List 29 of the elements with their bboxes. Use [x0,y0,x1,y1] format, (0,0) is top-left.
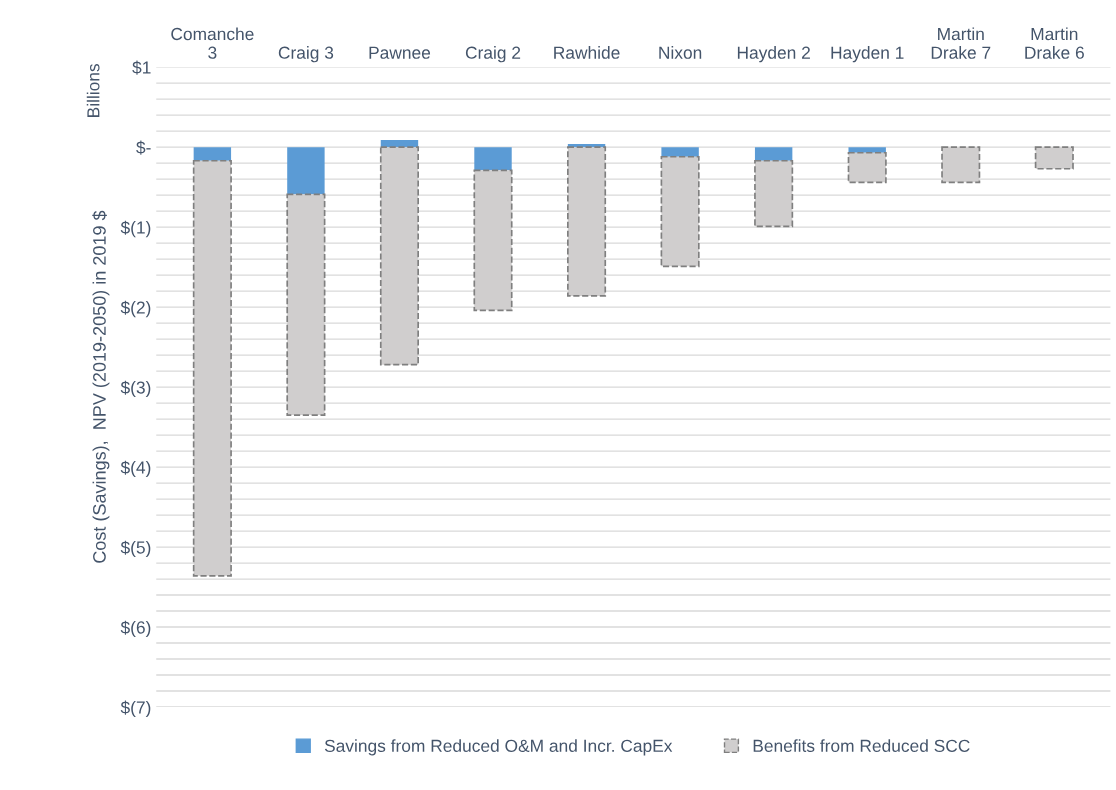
y-tick-label: $(5) [120,540,151,558]
y-tick-label: $(2) [120,300,151,318]
x-tick-label: Nixon [659,46,702,59]
x-tick-label: Hayden 1 [831,46,904,63]
bar [287,147,325,195]
y-axis-title: Cost (Savings), NPV (2019-2050) in 2019 $ [92,210,110,563]
bar [474,147,512,171]
y-tick-label: $(7) [120,700,151,718]
y-tick-label: $(1) [120,220,151,238]
bar [754,147,793,161]
x-tick-label: Martin Drake 7 [931,27,991,59]
x-tick-label: Pawnee [369,46,431,59]
bar [661,147,699,157]
legend-label: Savings from Reduced O&M and Incr. CapEx [324,739,673,756]
legend-label: Benefits from Reduced SCC [753,739,970,752]
bar [848,147,886,153]
x-tick-label: Hayden 2 [737,46,810,63]
x-tick-label: Comanche 3 [171,27,254,59]
x-tick-label: Craig 3 [278,46,334,63]
text: Billions [86,63,100,117]
y-tick-label: $(6) [120,620,151,638]
y-tick-label: $(4) [120,460,151,478]
x-tick-label: Craig 2 [465,46,521,63]
bar [193,147,232,161]
x-tick-label: Rawhide [554,46,620,59]
x-tick-label: Martin Drake 6 [1025,27,1084,59]
y-tick-label: $(3) [120,380,151,398]
y-tick-label: $1 [132,60,151,75]
y-tick-label: $- [136,140,151,155]
